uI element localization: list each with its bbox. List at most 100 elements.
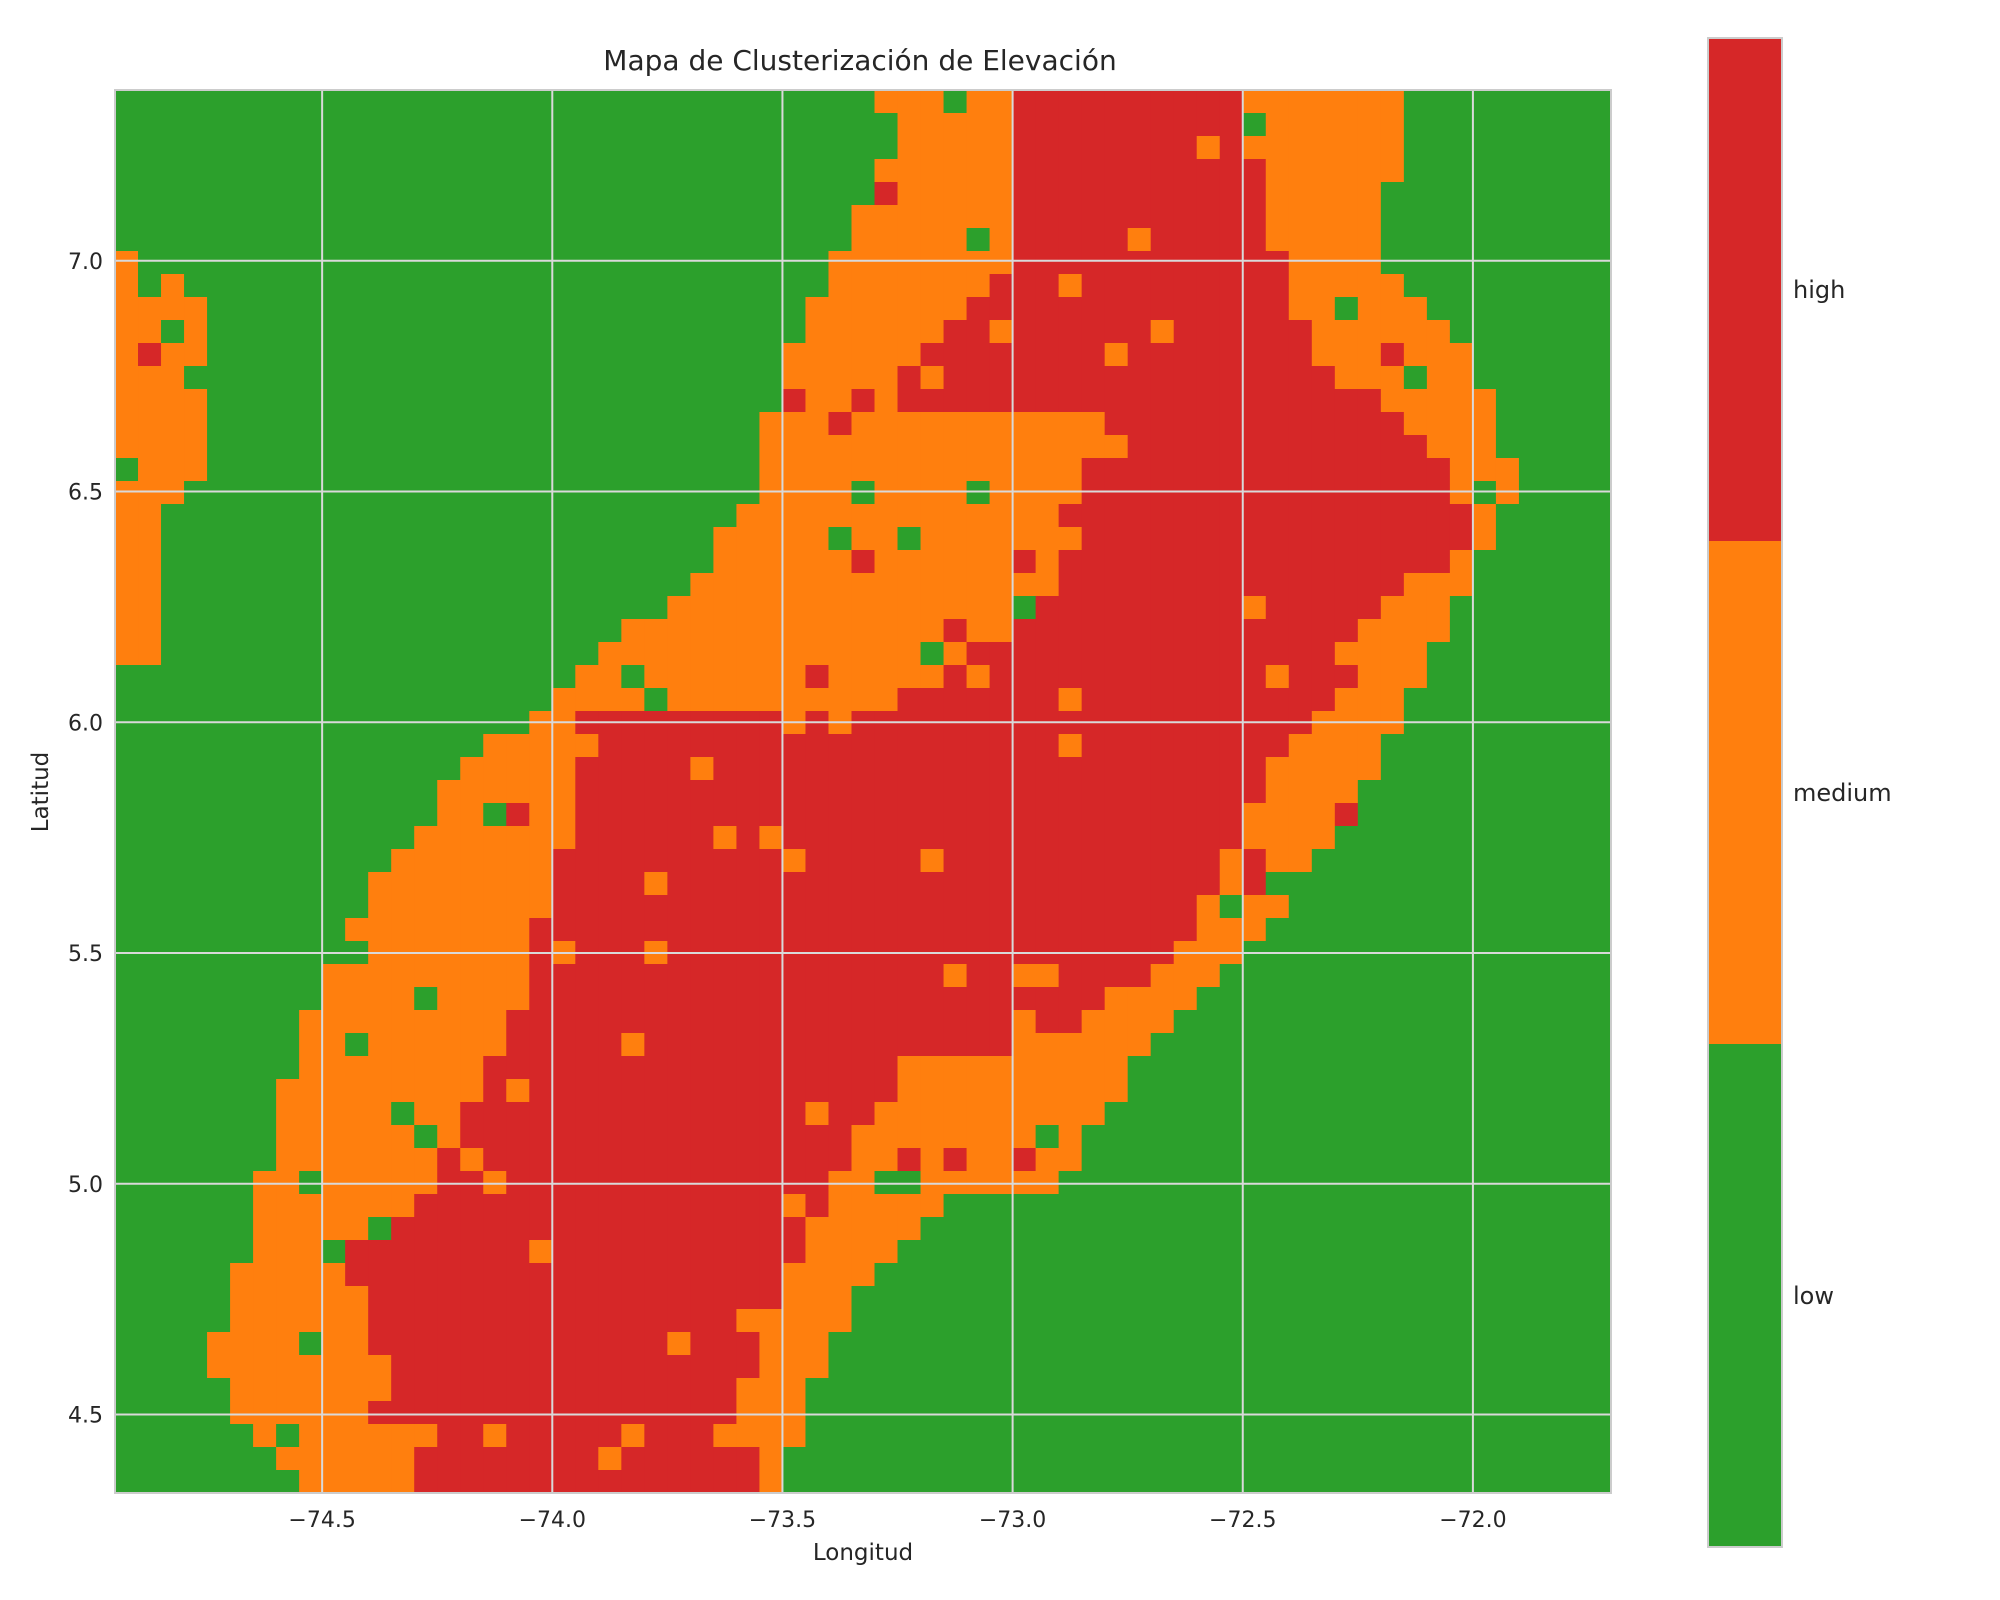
heatmap-cell-low — [552, 642, 576, 666]
heatmap-cell-low — [1518, 734, 1543, 758]
heatmap-cell-low — [161, 573, 185, 597]
heatmap-cell-medium — [713, 688, 738, 712]
heatmap-cell-low — [575, 159, 599, 183]
heatmap-cell-low — [1357, 1148, 1382, 1172]
heatmap-cell-medium — [299, 1194, 323, 1218]
heatmap-cell-high — [782, 757, 807, 781]
heatmap-cell-low — [1380, 895, 1405, 919]
heatmap-cell-low — [483, 113, 507, 137]
heatmap-cell-medium — [1403, 389, 1428, 413]
heatmap-cell-medium — [1403, 343, 1428, 367]
heatmap-cell-low — [1587, 1125, 1612, 1149]
heatmap-cell-medium — [575, 688, 599, 712]
heatmap-cell-low — [1380, 964, 1405, 988]
heatmap-cell-medium — [805, 1355, 830, 1379]
heatmap-cell-low — [1449, 251, 1474, 275]
heatmap-cell-high — [690, 1217, 714, 1241]
heatmap-cell-low — [943, 1355, 968, 1379]
heatmap-cell-low — [1518, 458, 1543, 482]
heatmap-cell-low — [851, 159, 876, 183]
heatmap-cell-high — [1127, 113, 1152, 137]
heatmap-cell-low — [184, 964, 208, 988]
heatmap-cell-low — [1403, 1332, 1428, 1356]
heatmap-cell-high — [1127, 527, 1152, 551]
heatmap-cell-low — [161, 1401, 185, 1425]
heatmap-cell-high — [1081, 803, 1106, 827]
heatmap-cell-low — [644, 435, 668, 459]
heatmap-cell-high — [1150, 826, 1175, 850]
heatmap-cell-high — [1127, 688, 1152, 712]
heatmap-cell-low — [1288, 1263, 1313, 1287]
heatmap-cell-low — [1449, 1332, 1474, 1356]
heatmap-cell-high — [1196, 872, 1221, 896]
heatmap-cell-low — [1196, 1401, 1221, 1425]
heatmap-cell-high — [1242, 435, 1267, 459]
heatmap-cell-medium — [437, 1079, 461, 1103]
heatmap-cell-low — [1587, 573, 1612, 597]
heatmap-cell-high — [1173, 182, 1198, 206]
heatmap-cell-low — [230, 136, 254, 160]
heatmap-cell-low — [1541, 343, 1566, 367]
heatmap-cell-low — [1311, 1286, 1336, 1310]
heatmap-cell-low — [276, 780, 300, 804]
heatmap-cell-medium — [276, 1447, 300, 1471]
heatmap-cell-low — [1242, 1010, 1267, 1034]
y-axis-label: Latitud — [28, 752, 54, 833]
heatmap-cell-high — [943, 343, 968, 367]
heatmap-cell-low — [1035, 1194, 1060, 1218]
heatmap-cell-high — [667, 757, 691, 781]
heatmap-cell-low — [644, 113, 668, 137]
heatmap-cell-high — [1288, 619, 1313, 643]
heatmap-cell-low — [529, 182, 553, 206]
heatmap-cell-high — [414, 1470, 438, 1494]
heatmap-cell-high — [1242, 550, 1267, 574]
heatmap-cell-low — [1518, 481, 1543, 505]
heatmap-cell-low — [1403, 803, 1428, 827]
heatmap-cell-high — [966, 1010, 991, 1034]
heatmap-cell-medium — [115, 619, 139, 643]
heatmap-cell-low — [414, 343, 438, 367]
heatmap-cell-low — [1265, 1056, 1290, 1080]
heatmap-cell-low — [644, 366, 668, 390]
heatmap-cell-medium — [391, 1470, 415, 1494]
heatmap-cell-medium — [1127, 228, 1152, 252]
heatmap-cell-high — [598, 1125, 622, 1149]
heatmap-cell-low — [828, 1355, 853, 1379]
heatmap-cell-low — [1081, 1217, 1106, 1241]
heatmap-cell-medium — [874, 251, 899, 275]
heatmap-cell-low — [276, 251, 300, 275]
heatmap-cell-high — [1104, 228, 1129, 252]
heatmap-cell-high — [644, 1056, 668, 1080]
heatmap-cell-low — [1380, 757, 1405, 781]
heatmap-cell-high — [483, 1240, 507, 1264]
heatmap-cell-low — [184, 1355, 208, 1379]
heatmap-cell-low — [1449, 1079, 1474, 1103]
heatmap-cell-high — [621, 895, 645, 919]
heatmap-cell-high — [460, 1217, 484, 1241]
heatmap-cell-low — [138, 205, 162, 229]
heatmap-cell-low — [207, 504, 231, 528]
heatmap-cell-low — [230, 895, 254, 919]
heatmap-cell-low — [529, 113, 553, 137]
heatmap-cell-low — [1472, 343, 1497, 367]
heatmap-cell-high — [575, 1194, 599, 1218]
heatmap-cell-high — [1127, 504, 1152, 528]
heatmap-cell-medium — [828, 665, 853, 689]
heatmap-cell-high — [782, 803, 807, 827]
heatmap-cell-low — [828, 159, 853, 183]
heatmap-cell-low — [414, 412, 438, 436]
heatmap-cell-low — [138, 1355, 162, 1379]
heatmap-cell-low — [161, 527, 185, 551]
heatmap-cell-medium — [805, 596, 830, 620]
heatmap-cell-low — [1311, 1378, 1336, 1402]
heatmap-cell-medium — [368, 1056, 392, 1080]
heatmap-cell-medium — [299, 1056, 323, 1080]
heatmap-cell-medium — [138, 504, 162, 528]
heatmap-cell-medium — [1242, 803, 1267, 827]
heatmap-cell-medium — [874, 619, 899, 643]
heatmap-cell-low — [575, 596, 599, 620]
heatmap-cell-low — [414, 803, 438, 827]
heatmap-cell-low — [1127, 1125, 1152, 1149]
heatmap-cell-high — [1196, 90, 1221, 114]
heatmap-cell-low — [989, 1263, 1014, 1287]
